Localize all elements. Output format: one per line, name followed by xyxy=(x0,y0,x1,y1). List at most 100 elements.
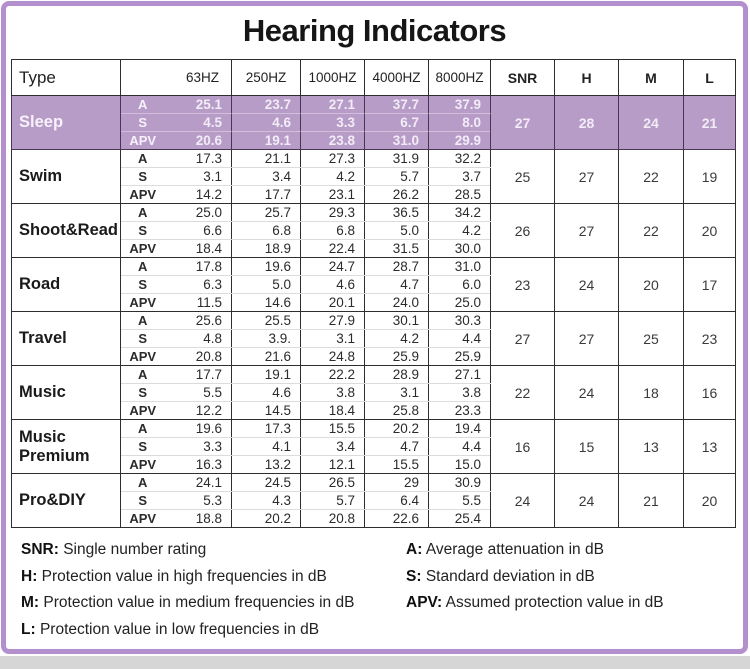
header-l: L xyxy=(683,59,737,96)
table-row: Shoot&Read A 25.0 25.7 29.3 36.5 34.2 26 27 22 20 xyxy=(11,203,737,258)
value-cell: 12.1 xyxy=(300,455,366,474)
value-cell: 25.8 xyxy=(364,401,430,420)
table-row: Sleep A 25.1 23.7 27.1 37.7 37.9 27 28 24 21 xyxy=(11,95,737,150)
summary-cell: 27 xyxy=(490,95,556,150)
value-cell: 31.0 xyxy=(428,257,492,276)
summary-cell: 20 xyxy=(683,203,737,258)
legend-label: L: xyxy=(21,620,36,638)
value-cell: 27.3 xyxy=(300,149,366,168)
value-cell: 17.8 xyxy=(164,257,233,276)
value-cell: 25.9 xyxy=(428,347,492,366)
sub-label-cell: S xyxy=(120,167,165,186)
sub-label-cell: APV xyxy=(120,293,165,312)
table-row: APV 18.8 20.2 20.8 22.6 25.4 xyxy=(12,509,736,528)
summary-cell: 23 xyxy=(490,257,556,312)
type-cell: Music xyxy=(11,365,121,420)
summary-cell: 21 xyxy=(618,473,685,528)
sub-label-cell: APV xyxy=(120,509,165,528)
value-cell: 19.6 xyxy=(231,257,302,276)
value-cell: 14.2 xyxy=(164,185,233,204)
value-cell: 20.2 xyxy=(364,419,430,438)
value-cell: 3.3 xyxy=(164,437,233,456)
value-cell: 24.1 xyxy=(164,473,233,492)
value-cell: 6.3 xyxy=(164,275,233,294)
hearing-indicators-table: Type 63HZ 250HZ 1000HZ 4000HZ 8000HZ SNR… xyxy=(11,59,737,528)
summary-cell: 28 xyxy=(554,95,620,150)
value-cell: 13.2 xyxy=(231,455,302,474)
value-cell: 25.5 xyxy=(231,311,302,330)
value-cell: 30.9 xyxy=(428,473,492,492)
value-cell: 21.1 xyxy=(231,149,302,168)
value-cell: 5.7 xyxy=(364,167,430,186)
value-cell: 5.5 xyxy=(428,491,492,510)
value-cell: 5.0 xyxy=(231,275,302,294)
summary-cell: 25 xyxy=(618,311,685,366)
legend-label: A: xyxy=(406,541,423,558)
value-cell: 4.6 xyxy=(231,113,302,132)
value-cell: 4.4 xyxy=(428,329,492,348)
legend-text: Average attenuation in dB xyxy=(425,541,604,558)
legend-label: H: xyxy=(21,567,38,585)
sub-label-cell: A xyxy=(120,95,165,114)
value-cell: 6.8 xyxy=(231,221,302,240)
value-cell: 28.7 xyxy=(364,257,430,276)
value-cell: 20.8 xyxy=(164,347,233,366)
table-row: S 5.3 4.3 5.7 6.4 5.5 xyxy=(12,491,736,510)
summary-cell: 18 xyxy=(618,365,685,420)
legend-item-snr: SNR: Single number rating xyxy=(21,541,406,558)
value-cell: 18.4 xyxy=(300,401,366,420)
value-cell: 12.2 xyxy=(164,401,233,420)
value-cell: 24.8 xyxy=(300,347,366,366)
legend-item-apv: APV: Assumed protection value in dB xyxy=(406,594,664,611)
legend-item-m: M: Protection value in medium frequencie… xyxy=(21,594,406,611)
summary-cell: 15 xyxy=(554,419,620,474)
value-cell: 5.0 xyxy=(364,221,430,240)
value-cell: 15.5 xyxy=(364,455,430,474)
table-row: Music A 17.7 19.1 22.2 28.9 27.1 22 24 18 16 xyxy=(11,365,737,420)
value-cell: 3.1 xyxy=(164,167,233,186)
header-snr: SNR xyxy=(490,59,556,96)
value-cell: 25.4 xyxy=(428,509,492,528)
header-type: Type xyxy=(11,59,121,96)
value-cell: 5.7 xyxy=(300,491,366,510)
summary-cell: 24 xyxy=(554,257,620,312)
value-cell: 3.1 xyxy=(364,383,430,402)
value-cell: 34.2 xyxy=(428,203,492,222)
value-cell: 17.7 xyxy=(164,365,233,384)
table-row: APV 18.4 18.9 22.4 31.5 30.0 xyxy=(12,239,736,258)
value-cell: 20.8 xyxy=(300,509,366,528)
summary-cell: 19 xyxy=(683,149,737,204)
value-cell: 6.7 xyxy=(364,113,430,132)
summary-cell: 21 xyxy=(683,95,737,150)
table-row: S 4.5 4.6 3.3 6.7 8.0 xyxy=(12,113,736,132)
sub-label-cell: A xyxy=(120,365,165,384)
summary-cell: 27 xyxy=(554,203,620,258)
value-cell: 31.5 xyxy=(364,239,430,258)
value-cell: 4.6 xyxy=(231,383,302,402)
sub-label-cell: A xyxy=(120,149,165,168)
value-cell: 16.3 xyxy=(164,455,233,474)
value-cell: 4.3 xyxy=(231,491,302,510)
value-cell: 25.9 xyxy=(364,347,430,366)
value-cell: 5.3 xyxy=(164,491,233,510)
table-row: APV 14.2 17.7 23.1 26.2 28.5 xyxy=(12,185,736,204)
summary-cell: 25 xyxy=(490,149,556,204)
value-cell: 29.3 xyxy=(300,203,366,222)
value-cell: 25.6 xyxy=(164,311,233,330)
value-cell: 3.9. xyxy=(231,329,302,348)
legend-text: Protection value in medium frequencies i… xyxy=(43,594,355,611)
value-cell: 31.9 xyxy=(364,149,430,168)
summary-cell: 23 xyxy=(683,311,737,366)
summary-cell: 16 xyxy=(683,365,737,420)
summary-cell: 13 xyxy=(618,419,685,474)
value-cell: 28.9 xyxy=(364,365,430,384)
value-cell: 37.9 xyxy=(428,95,492,114)
table-row: S 3.1 3.4 4.2 5.7 3.7 xyxy=(12,167,736,186)
summary-cell: 16 xyxy=(490,419,556,474)
value-cell: 25.0 xyxy=(164,203,233,222)
sub-label-cell: APV xyxy=(120,131,165,150)
value-cell: 3.1 xyxy=(300,329,366,348)
sub-label-cell: S xyxy=(120,437,165,456)
value-cell: 31.0 xyxy=(364,131,430,150)
value-cell: 27.1 xyxy=(300,95,366,114)
